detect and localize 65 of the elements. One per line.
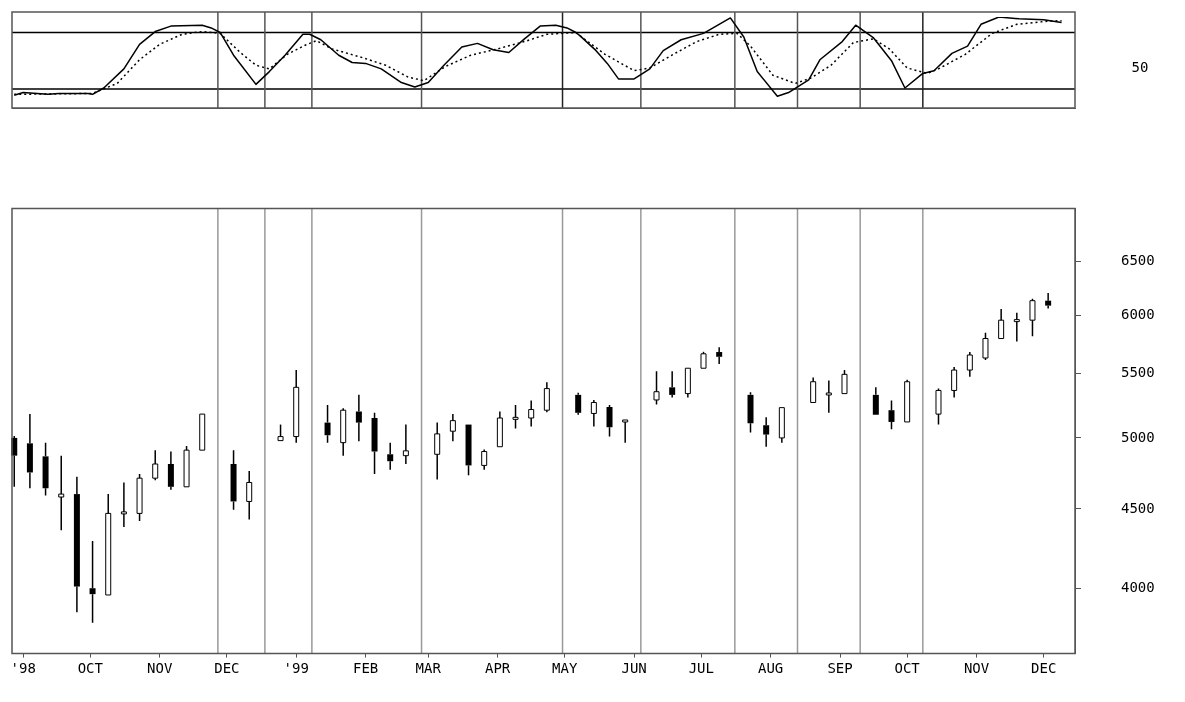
x-tick-label: MAR bbox=[415, 659, 442, 676]
x-tick-label: DEC bbox=[214, 659, 240, 676]
y-tick-label: 4000 bbox=[1121, 578, 1155, 595]
candlestick bbox=[434, 421, 441, 481]
candlestick bbox=[951, 366, 958, 399]
x-tick-label: '99 bbox=[283, 659, 309, 676]
candlestick bbox=[324, 404, 331, 444]
candlestick bbox=[810, 376, 817, 403]
candlestick bbox=[998, 308, 1005, 340]
candlestick bbox=[120, 481, 127, 528]
candlestick bbox=[26, 413, 33, 489]
y-tick-label: 5500 bbox=[1121, 364, 1155, 381]
candlestick bbox=[543, 381, 550, 413]
y-tick-label: 4500 bbox=[1121, 499, 1155, 516]
candlestick bbox=[89, 540, 96, 624]
candlestick bbox=[575, 392, 582, 416]
candlestick bbox=[355, 394, 362, 443]
x-tick-label: SEP bbox=[827, 659, 853, 676]
x-tick-label: '98 bbox=[10, 659, 36, 676]
candlestick bbox=[590, 399, 597, 428]
candlestick bbox=[199, 413, 206, 451]
candlestick bbox=[966, 351, 973, 378]
candlestick bbox=[387, 441, 394, 471]
candlestick bbox=[152, 449, 159, 481]
candlestick bbox=[1013, 312, 1020, 343]
x-tick-label: NOV bbox=[963, 659, 990, 676]
candlestick bbox=[167, 450, 174, 491]
candlestick bbox=[684, 367, 691, 399]
candlestick bbox=[778, 407, 785, 444]
candlestick bbox=[73, 475, 80, 613]
candlestick bbox=[293, 369, 300, 444]
y-tick-label: 6500 bbox=[1121, 251, 1155, 268]
x-tick-label: JUN bbox=[621, 659, 647, 676]
candlestick bbox=[481, 448, 488, 471]
x-tick-label: FEB bbox=[352, 659, 379, 676]
x-tick-label: OCT bbox=[77, 659, 104, 676]
x-tick-label: AUG bbox=[758, 659, 784, 676]
y-tick-label: 6000 bbox=[1121, 305, 1155, 322]
x-tick-label: JUL bbox=[688, 659, 714, 676]
candlestick bbox=[872, 386, 879, 415]
y-tick-label: 5000 bbox=[1121, 428, 1155, 445]
candlestick bbox=[763, 416, 770, 448]
candlestick bbox=[402, 423, 409, 465]
candlestick bbox=[105, 493, 112, 596]
x-tick-label: APR bbox=[484, 659, 511, 676]
candlestick bbox=[371, 412, 378, 475]
candlestick bbox=[246, 470, 253, 521]
x-tick-label: NOV bbox=[147, 659, 173, 676]
candlestick bbox=[230, 449, 237, 511]
candlestick bbox=[496, 410, 503, 448]
candlestick bbox=[669, 370, 676, 399]
x-tick-label: DEC bbox=[1031, 659, 1057, 676]
candlestick bbox=[1045, 292, 1052, 310]
x-tick-label: OCT bbox=[894, 659, 921, 676]
candlestick bbox=[622, 419, 629, 444]
candlestick bbox=[716, 346, 723, 365]
candlestick bbox=[340, 407, 347, 457]
x-tick-label: MAY bbox=[552, 659, 578, 676]
candlestick bbox=[825, 379, 832, 414]
candlestick bbox=[512, 404, 519, 430]
candlestick bbox=[528, 399, 535, 428]
candlestick bbox=[58, 454, 65, 531]
text: 50 bbox=[1131, 58, 1149, 75]
candlestick bbox=[42, 441, 49, 497]
candlestick bbox=[449, 413, 456, 443]
